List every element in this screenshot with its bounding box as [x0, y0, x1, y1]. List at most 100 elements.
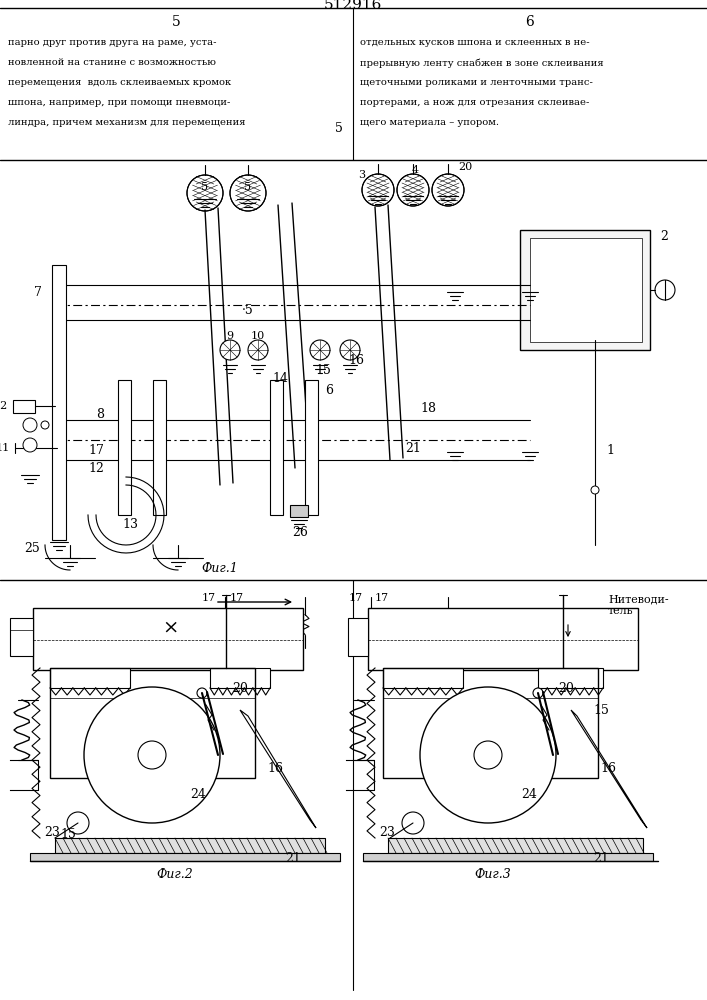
Bar	[33, 608, 303, 670]
Text: ×: ×	[162, 619, 178, 637]
Text: линдра, причем механизм для перемещения: линдра, причем механизм для перемещения	[8, 118, 245, 127]
Text: 26: 26	[292, 526, 308, 540]
Text: 21: 21	[593, 852, 609, 864]
Text: 18: 18	[420, 401, 436, 414]
Text: 22: 22	[0, 401, 8, 411]
Text: 6: 6	[525, 15, 534, 29]
Text: 8: 8	[96, 408, 104, 422]
Circle shape	[220, 340, 240, 360]
Bar	[55, 838, 325, 853]
Text: 9: 9	[226, 331, 233, 341]
Circle shape	[402, 812, 424, 834]
Text: 14: 14	[272, 371, 288, 384]
Bar	[348, 618, 368, 656]
Polygon shape	[240, 710, 316, 828]
Text: 512916: 512916	[324, 0, 382, 12]
Circle shape	[397, 174, 429, 206]
Bar	[363, 853, 653, 861]
Text: 17: 17	[375, 593, 389, 603]
Text: 17: 17	[88, 444, 104, 456]
Circle shape	[591, 486, 599, 494]
Bar	[52, 265, 66, 540]
Text: прерывную ленту снабжен в зоне склеивания: прерывную ленту снабжен в зоне склеивани…	[360, 58, 604, 68]
Circle shape	[187, 175, 223, 211]
Text: перемещения  вдоль склеиваемых кромок: перемещения вдоль склеиваемых кромок	[8, 78, 231, 87]
Circle shape	[248, 340, 268, 360]
Circle shape	[197, 688, 207, 698]
Text: парно друг против друга на раме, уста-: парно друг против друга на раме, уста-	[8, 38, 216, 47]
Text: 15: 15	[315, 363, 331, 376]
Text: шпона, например, при помощи пневмоци-: шпона, например, при помощи пневмоци-	[8, 98, 230, 107]
Circle shape	[533, 688, 543, 698]
Circle shape	[23, 418, 37, 432]
Bar	[153, 380, 166, 515]
Circle shape	[41, 421, 49, 429]
Circle shape	[230, 175, 266, 211]
Bar	[13, 400, 35, 413]
Text: Нитеводи-
тель: Нитеводи- тель	[608, 594, 669, 616]
Bar	[383, 668, 598, 778]
Text: 4: 4	[411, 165, 419, 175]
Bar	[50, 668, 130, 688]
Text: щеточными роликами и ленточными транс-: щеточными роликами и ленточными транс-	[360, 78, 593, 87]
Text: 3: 3	[358, 170, 365, 180]
Text: портерами, а нож для отрезания склеивае-: портерами, а нож для отрезания склеивае-	[360, 98, 590, 107]
Text: 5: 5	[201, 182, 209, 192]
Text: 17: 17	[349, 593, 363, 603]
Bar	[210, 668, 270, 688]
Circle shape	[362, 174, 394, 206]
Text: 24: 24	[521, 788, 537, 802]
Text: 15: 15	[593, 704, 609, 716]
Circle shape	[23, 438, 37, 452]
Circle shape	[138, 741, 166, 769]
Bar	[388, 838, 643, 853]
Bar	[10, 618, 33, 656]
Polygon shape	[571, 710, 647, 828]
Text: щего материала – упором.: щего материала – упором.	[360, 118, 499, 127]
Circle shape	[67, 812, 89, 834]
Text: 11: 11	[0, 443, 10, 453]
Bar	[118, 380, 131, 515]
Text: 16: 16	[600, 762, 616, 774]
Text: 23: 23	[44, 826, 60, 838]
Text: 21: 21	[285, 852, 301, 864]
Bar	[290, 505, 308, 517]
Text: 20: 20	[558, 682, 574, 694]
Text: отдельных кусков шпона и склеенных в не-: отдельных кусков шпона и склеенных в не-	[360, 38, 590, 47]
Text: 12: 12	[88, 462, 104, 475]
Bar	[538, 668, 603, 688]
Circle shape	[420, 687, 556, 823]
Text: Фиг.2: Фиг.2	[157, 868, 194, 882]
Circle shape	[310, 340, 330, 360]
Circle shape	[474, 741, 502, 769]
Circle shape	[84, 687, 220, 823]
Bar	[383, 668, 463, 688]
Text: 1: 1	[606, 444, 614, 456]
Text: 24: 24	[190, 788, 206, 802]
Circle shape	[432, 174, 464, 206]
Text: новленной на станине с возможностью: новленной на станине с возможностью	[8, 58, 216, 67]
Text: 6: 6	[325, 383, 333, 396]
Text: 21: 21	[405, 442, 421, 454]
Text: 2: 2	[660, 230, 668, 242]
Text: 23: 23	[379, 826, 395, 838]
Text: 10: 10	[251, 331, 265, 341]
Text: 7: 7	[34, 286, 42, 300]
Bar	[50, 668, 255, 778]
Bar	[520, 230, 650, 350]
Text: ·5: ·5	[242, 304, 254, 316]
Text: 17: 17	[202, 593, 216, 603]
Text: Фиг.1: Фиг.1	[201, 562, 238, 574]
Text: 5: 5	[245, 182, 252, 192]
Text: 17: 17	[230, 593, 244, 603]
Bar	[368, 608, 638, 670]
Text: 16: 16	[267, 762, 283, 774]
Text: 20: 20	[458, 162, 472, 172]
Text: 15: 15	[60, 828, 76, 842]
Text: 5: 5	[172, 15, 180, 29]
Circle shape	[340, 340, 360, 360]
Circle shape	[655, 280, 675, 300]
Bar	[530, 238, 642, 342]
Bar	[270, 380, 283, 515]
Bar	[30, 853, 340, 861]
